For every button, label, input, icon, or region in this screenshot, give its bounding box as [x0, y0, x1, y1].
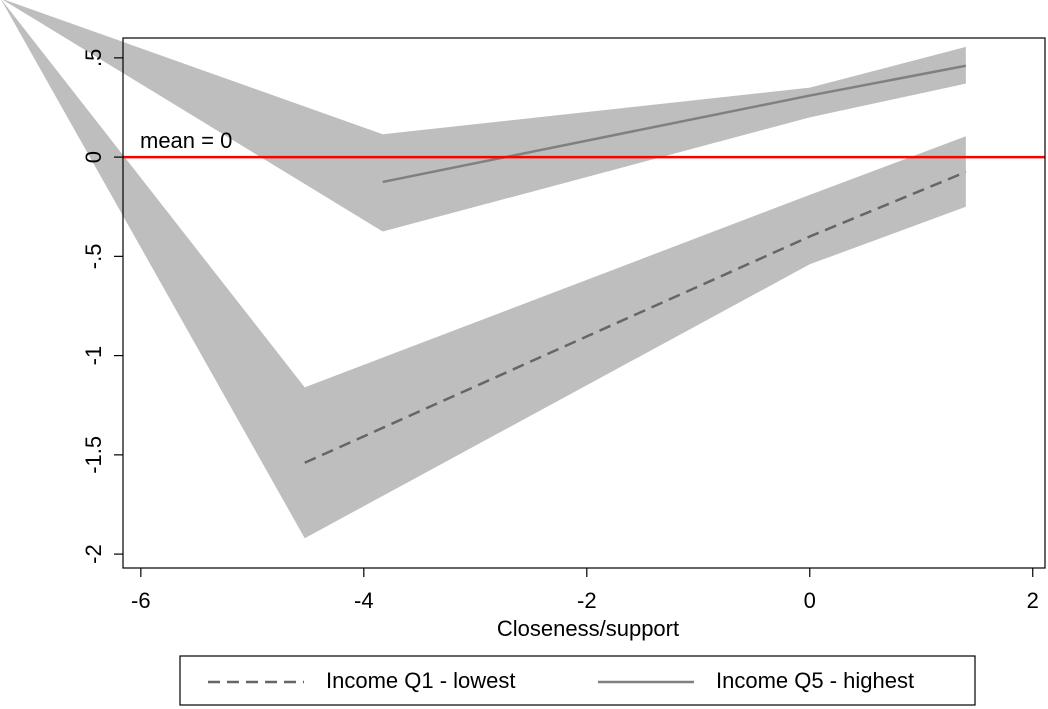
legend-label: Income Q1 - lowest: [326, 668, 516, 693]
reference-label: mean = 0: [140, 128, 232, 153]
x-tick-label: 2: [1027, 588, 1039, 613]
legend-label: Income Q5 - highest: [716, 668, 914, 693]
x-tick-label: 0: [804, 588, 816, 613]
x-tick-label: -2: [577, 588, 597, 613]
y-tick-label: -.5: [81, 244, 106, 270]
confidence-band: [1, 0, 966, 539]
x-tick-label: -4: [354, 588, 374, 613]
confidence-band: [3, 0, 966, 232]
y-tick-label: -2: [81, 544, 106, 564]
legend: Income Q1 - lowest Income Q5 - highest: [179, 655, 976, 706]
plot-frame: [122, 37, 1046, 569]
x-tick-label: -6: [131, 588, 151, 613]
series-line: [382, 64, 967, 184]
y-tick-label: -1: [81, 346, 106, 366]
y-tick-label: .5: [81, 49, 106, 67]
legend-box: [179, 655, 976, 706]
series-line: [304, 170, 967, 464]
y-tick-label: -1.5: [81, 436, 106, 474]
x-axis-label: Closeness/support: [497, 616, 679, 641]
y-tick-label: 0: [81, 151, 106, 163]
